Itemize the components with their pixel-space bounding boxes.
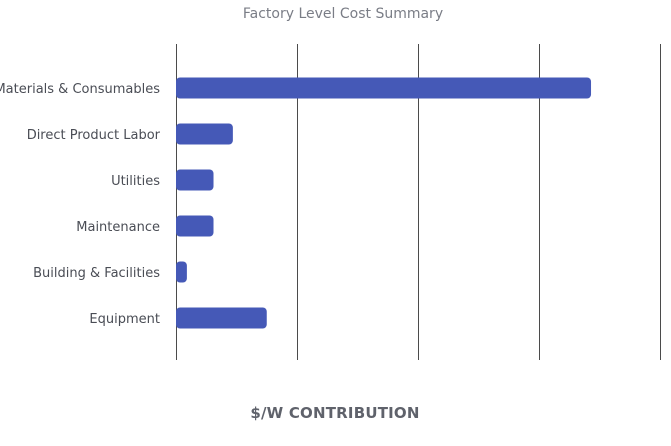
bar: [176, 123, 233, 145]
category-label: Building & Facilities: [33, 266, 160, 281]
bar: [176, 215, 214, 237]
category-label-layer: Materials & Consumables Direct Product La…: [0, 82, 161, 327]
bar: [176, 307, 267, 329]
category-label: Utilities: [111, 174, 160, 189]
category-label: Equipment: [89, 312, 160, 327]
category-label: Direct Product Labor: [27, 128, 161, 143]
chart-title: Factory Level Cost Summary: [243, 6, 443, 22]
bar: [176, 77, 592, 99]
bar: [176, 261, 187, 283]
bar-layer: [176, 77, 592, 329]
category-label: Maintenance: [76, 220, 160, 235]
category-label: Materials & Consumables: [0, 82, 160, 97]
bar: [176, 169, 214, 191]
x-axis-label: $/W CONTRIBUTION: [250, 404, 419, 422]
